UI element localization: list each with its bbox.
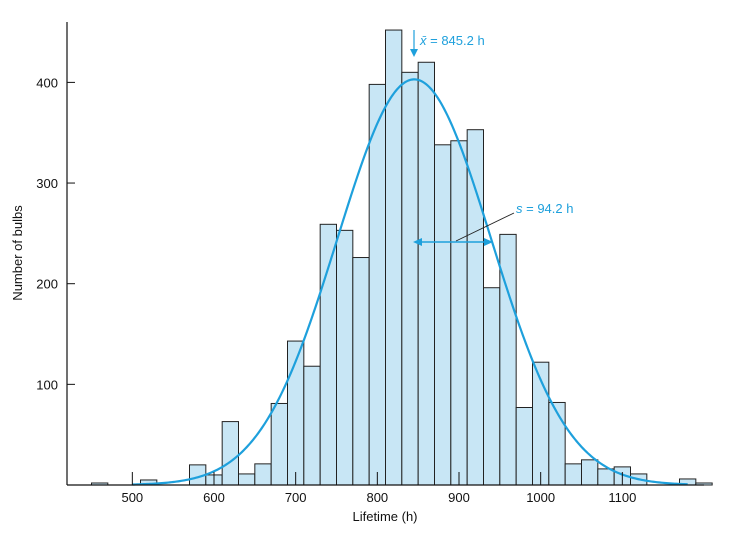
x-tick-label: 900: [448, 490, 470, 505]
histogram-bar: [254, 463, 272, 486]
histogram-bar: [319, 223, 338, 486]
y-axis-title: Number of bulbs: [10, 205, 25, 301]
histogram-bar: [548, 401, 566, 486]
histogram-bar: [352, 257, 370, 486]
y-tick-label: 300: [36, 176, 58, 191]
x-axis-title: Lifetime (h): [352, 509, 417, 524]
sd-label-symbol: s: [516, 201, 523, 216]
histogram-bar: [417, 61, 436, 486]
x-ticks-group: 500 600 700 800 900 1000 1100: [121, 472, 636, 505]
histogram-bar: [238, 473, 256, 486]
histogram-bar: [466, 129, 485, 486]
sd-arrow-left-head: [413, 238, 422, 246]
histogram-bar: [368, 83, 387, 486]
bars-group: [91, 29, 713, 486]
x-tick-label: 500: [121, 490, 143, 505]
mean-label-symbol: x̄: [419, 33, 427, 48]
mean-arrow-head: [410, 49, 418, 57]
histogram-bar: [581, 459, 599, 486]
histogram-bar: [450, 140, 468, 486]
sd-leader-line: [455, 212, 515, 242]
histogram-bar: [515, 407, 533, 486]
x-tick-label: 800: [366, 490, 388, 505]
histogram-bar: [401, 71, 419, 486]
x-tick-label: 1100: [608, 490, 636, 505]
histogram-bar: [434, 144, 452, 486]
sd-label-value: = 94.2 h: [523, 201, 574, 216]
histogram-bar: [483, 287, 501, 486]
histogram-bar: [564, 463, 582, 486]
y-tick-label: 400: [36, 75, 58, 90]
x-tick-label: 700: [285, 490, 307, 505]
histogram-bar: [270, 402, 289, 486]
y-tick-label: 200: [36, 277, 58, 292]
normal-fit-curve: [132, 78, 688, 486]
x-tick-label: 600: [203, 490, 225, 505]
sd-arrow-right-head: [484, 238, 493, 246]
histogram-bar: [336, 229, 354, 486]
histogram-bar: [221, 421, 239, 486]
sd-label: s = 94.2 h: [516, 201, 573, 216]
histogram-bar: [385, 29, 403, 486]
mean-label-value: = 845.2 h: [427, 33, 485, 48]
histogram-bar: [303, 365, 321, 486]
y-tick-label: 100: [36, 377, 58, 392]
mean-label: x̄ = 845.2 h: [419, 33, 485, 48]
y-ticks-group: 100 200 300 400: [36, 75, 75, 392]
histogram-bar: [597, 468, 615, 486]
x-tick-label: 1000: [526, 490, 555, 505]
